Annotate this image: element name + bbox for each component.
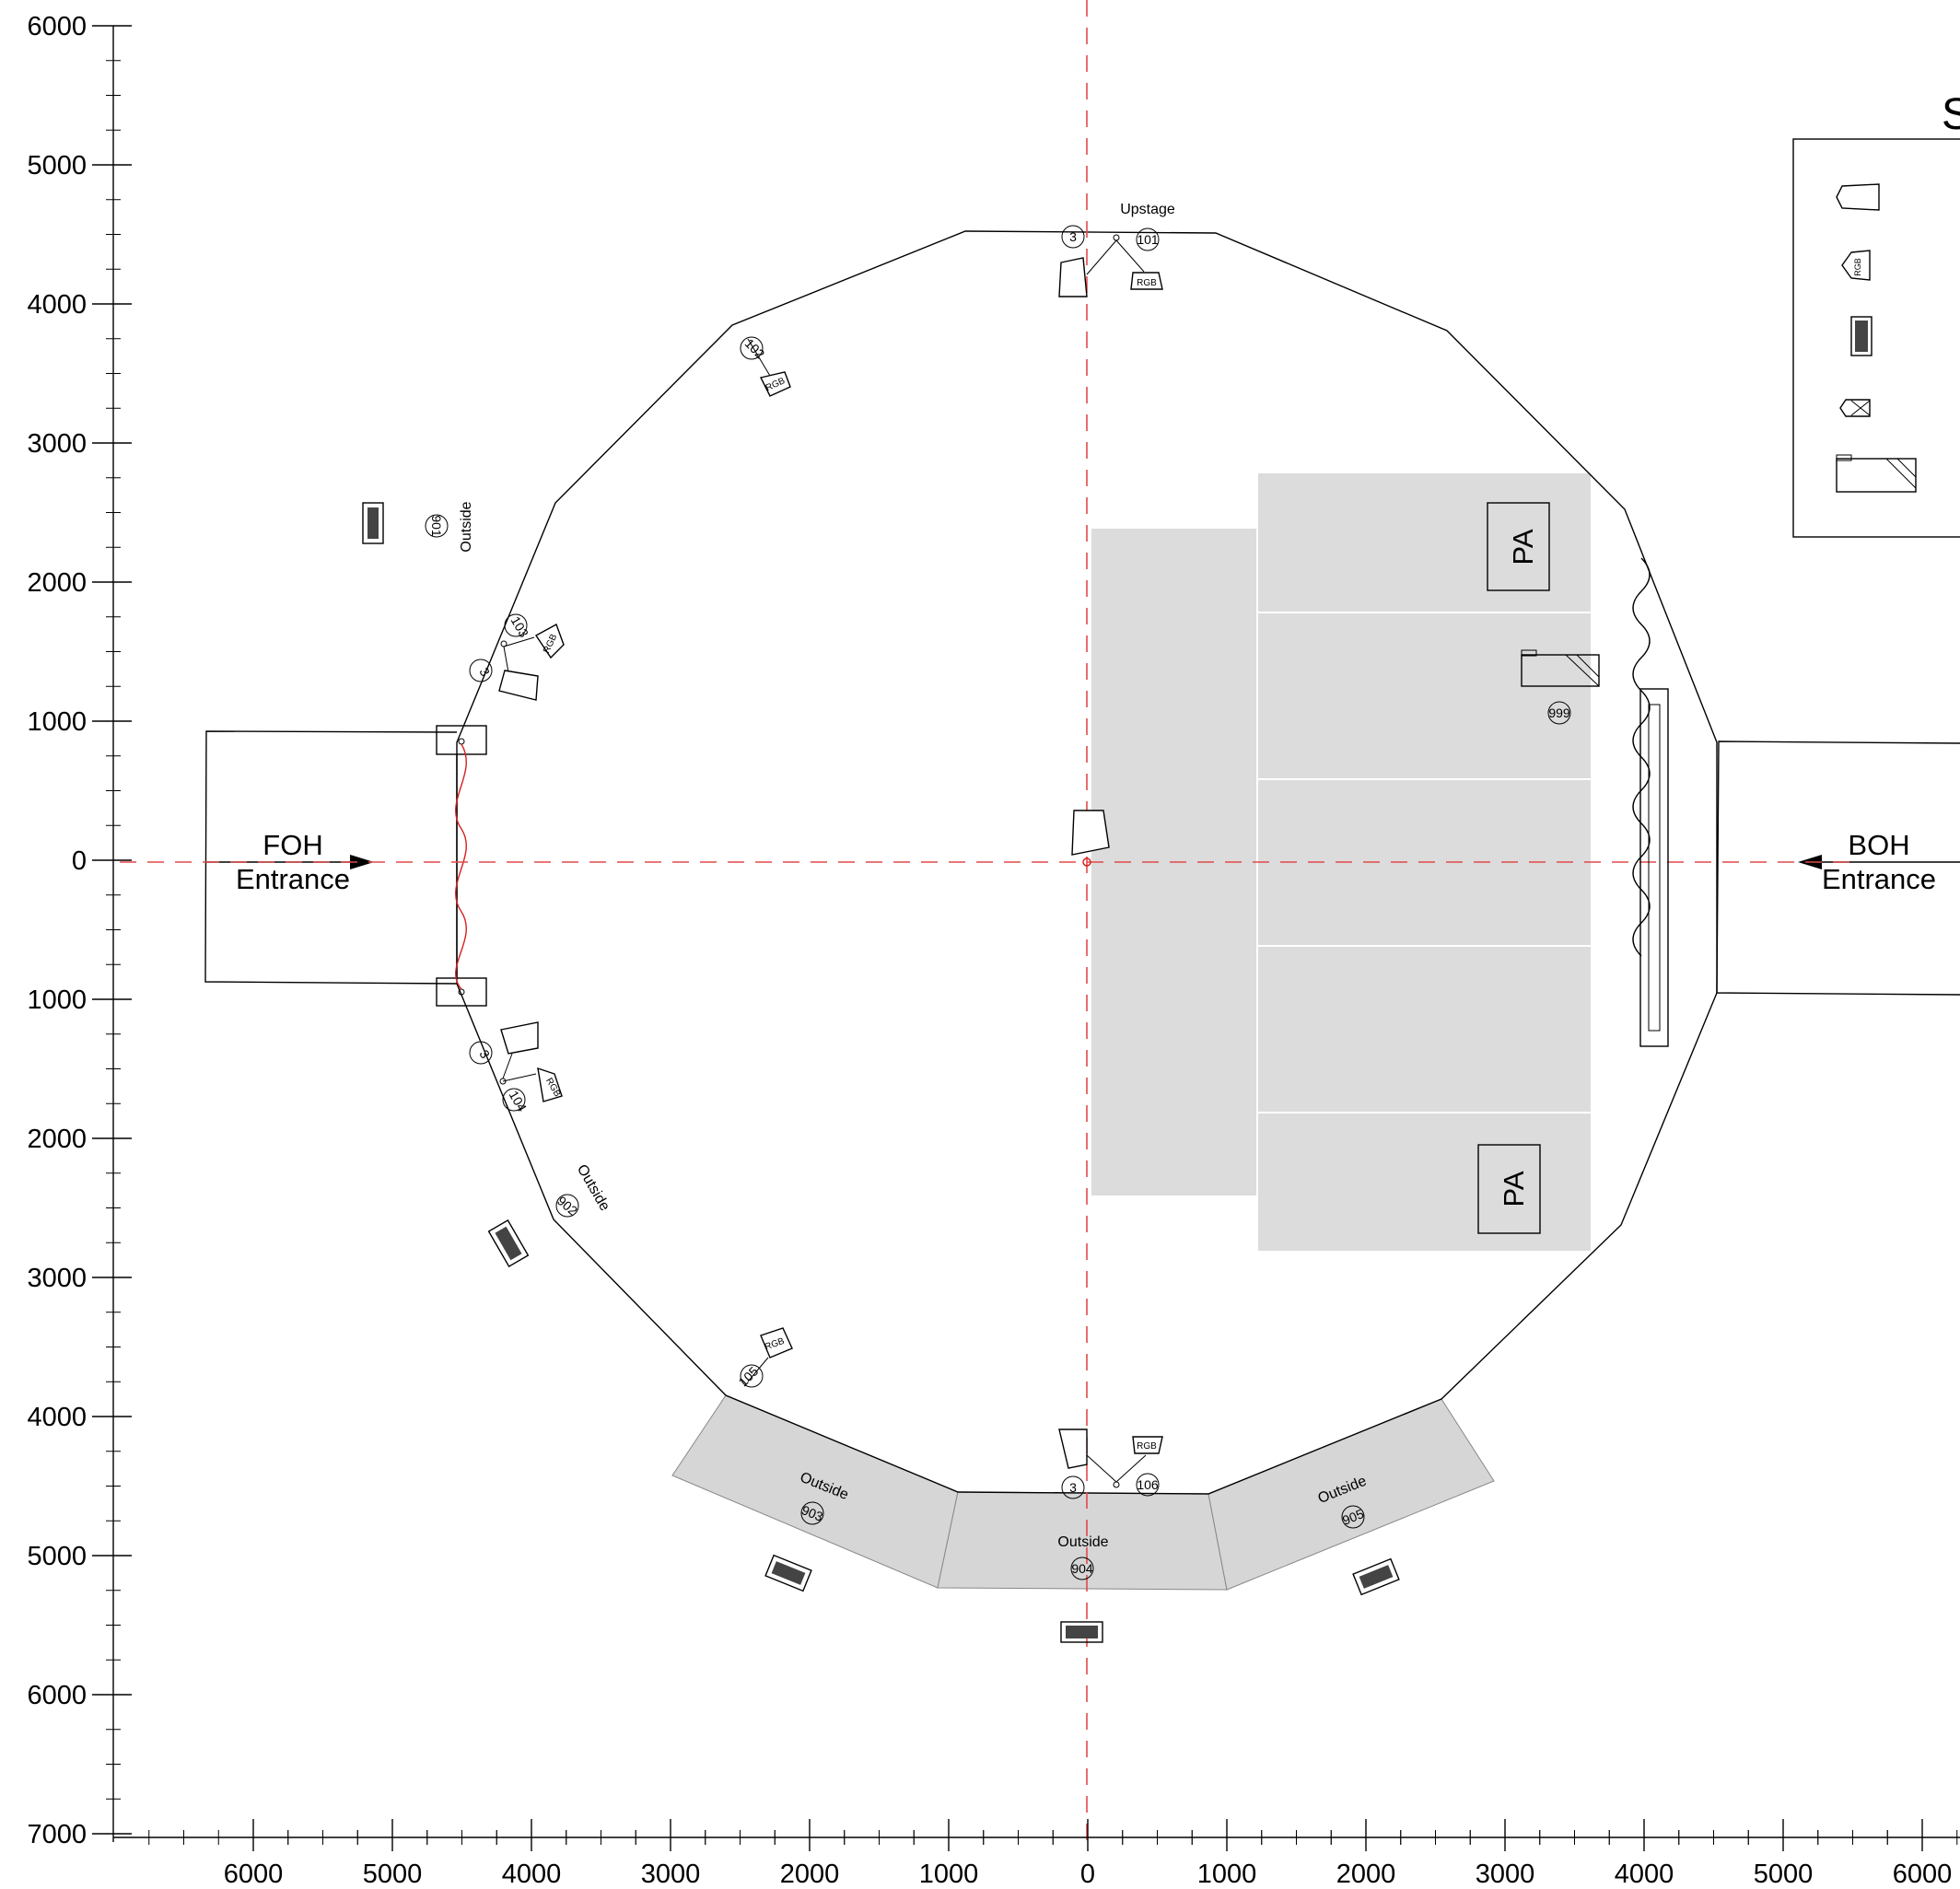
y-axis-tick-label: 4000: [27, 1403, 87, 1432]
x-axis-tick-label: 1000: [1197, 1860, 1257, 1889]
svg-text:RGB: RGB: [1137, 1441, 1157, 1452]
y-axis-tick-label: 3000: [27, 429, 87, 459]
x-axis-tick-label: 5000: [363, 1860, 423, 1889]
fixture-cluster-101[interactable]: Upstage 3 101 RGB: [1058, 202, 1175, 297]
legend-title: S: [1942, 90, 1960, 139]
pa-upstage[interactable]: PA: [1487, 502, 1550, 591]
foh-entrance[interactable]: FOH Entrance: [204, 725, 487, 1007]
foh-label-2: Entrance: [236, 863, 350, 895]
stage-deck-5[interactable]: [1256, 1112, 1592, 1253]
x-axis-tick-label: 2000: [780, 1860, 840, 1889]
tent-outline: [456, 230, 1718, 1495]
svg-text:RGB: RGB: [1853, 258, 1862, 276]
svg-text:RGB: RGB: [1137, 278, 1157, 288]
y-axis-tick-label: 3000: [27, 1264, 87, 1293]
legend-small-fixture-icon: [1839, 399, 1871, 417]
foh-label: FOH: [262, 829, 322, 861]
y-axis-tick-label: 5000: [27, 1542, 87, 1571]
svg-text:Outside: Outside: [1057, 1534, 1108, 1550]
y-axis-tick-label: 4000: [27, 290, 87, 320]
svg-text:101: 101: [1137, 232, 1159, 247]
y-axis-tick-label: 7000: [27, 1820, 87, 1849]
outside-zones: [671, 1394, 1495, 1591]
x-axis-tick-label: 3000: [1476, 1860, 1535, 1889]
x-axis-tick-label: 1000: [919, 1860, 979, 1889]
x-axis-tick-label: 2000: [1336, 1860, 1396, 1889]
x-axis-tick-label: 6000: [1893, 1860, 1953, 1889]
svg-text:Outside: Outside: [459, 501, 474, 552]
outside-unit-902[interactable]: 902 Outside: [487, 1162, 612, 1268]
outside-unit-901[interactable]: 901 Outside: [362, 501, 474, 553]
fixture-104[interactable]: 3 RGB 104: [469, 1021, 563, 1114]
y-axis-tick-label: 6000: [27, 12, 87, 41]
y-axis: 6000 5000 4000 3000 2000 1000 0 1000 2000 3000 400…: [27, 12, 132, 1849]
y-axis-tick-label: 0: [72, 846, 87, 876]
y-axis-tick-label: 1000: [27, 707, 87, 737]
unit-999[interactable]: 999: [1521, 649, 1600, 725]
fixture-105[interactable]: RGB 105: [736, 1327, 793, 1389]
fixture-103[interactable]: 103 RGB 3: [469, 613, 565, 701]
y-axis-tick-label: 6000: [27, 1681, 87, 1710]
svg-text:3: 3: [1069, 229, 1077, 244]
fixture-cluster-106[interactable]: RGB 3 106: [1058, 1428, 1163, 1499]
pa-downstage[interactable]: PA: [1477, 1144, 1541, 1234]
legend-unit-icon: [1850, 316, 1872, 356]
boh-label-2: Entrance: [1822, 863, 1936, 895]
x-axis-tick-label: 4000: [502, 1860, 562, 1889]
legend: S RGB: [1792, 90, 1960, 538]
x-axis-tick-label: 3000: [641, 1860, 701, 1889]
svg-text:PA: PA: [1498, 1171, 1530, 1207]
legend-roadcase-icon: [1836, 458, 1917, 493]
svg-text:902: 902: [554, 1193, 580, 1218]
svg-text:3: 3: [1069, 1480, 1077, 1495]
boh-entrance[interactable]: BOH Entrance: [1716, 740, 1960, 996]
x-axis-tick-label: 5000: [1754, 1860, 1814, 1889]
svg-text:999: 999: [1548, 705, 1570, 720]
centre-fixture-icon[interactable]: [1071, 810, 1110, 856]
svg-text:106: 106: [1137, 1477, 1159, 1492]
stage-deck-4[interactable]: [1256, 945, 1592, 1114]
y-axis-tick-label: 1000: [27, 985, 87, 1015]
boh-label: BOH: [1848, 829, 1909, 861]
foh-curtain-cable: [455, 743, 467, 990]
upstage-label: Upstage: [1120, 202, 1175, 217]
y-axis-tick-label: 2000: [27, 1125, 87, 1154]
svg-text:3: 3: [476, 1047, 493, 1061]
legend-rgb-fixture-icon: [1841, 250, 1871, 281]
svg-text:PA: PA: [1507, 529, 1539, 565]
boh-drape: [1632, 557, 1651, 957]
x-axis: 6000 5000 4000 3000 2000 1000 0 1000 2000 3000 400…: [113, 1819, 1960, 1889]
boh-truss[interactable]: [1639, 688, 1669, 1047]
svg-text:904: 904: [1071, 1561, 1093, 1576]
y-axis-tick-label: 5000: [27, 151, 87, 181]
x-axis-tick-label: 6000: [224, 1860, 284, 1889]
x-axis-tick-label: 0: [1080, 1860, 1095, 1889]
fixture-102[interactable]: 102 RGB: [740, 336, 791, 397]
x-axis-tick-label: 4000: [1615, 1860, 1674, 1889]
stage-deck-2[interactable]: [1256, 612, 1592, 780]
datum-point: [1082, 857, 1091, 867]
legend-fixture-icon: [1836, 183, 1880, 211]
stage-deck-1[interactable]: [1256, 472, 1592, 613]
svg-text:901: 901: [429, 515, 444, 537]
outside-zone-903[interactable]: [671, 1394, 959, 1589]
y-axis-tick-label: 2000: [27, 568, 87, 598]
svg-text:3: 3: [476, 665, 493, 679]
outside-unit-904[interactable]: Outside 904: [1057, 1534, 1109, 1643]
